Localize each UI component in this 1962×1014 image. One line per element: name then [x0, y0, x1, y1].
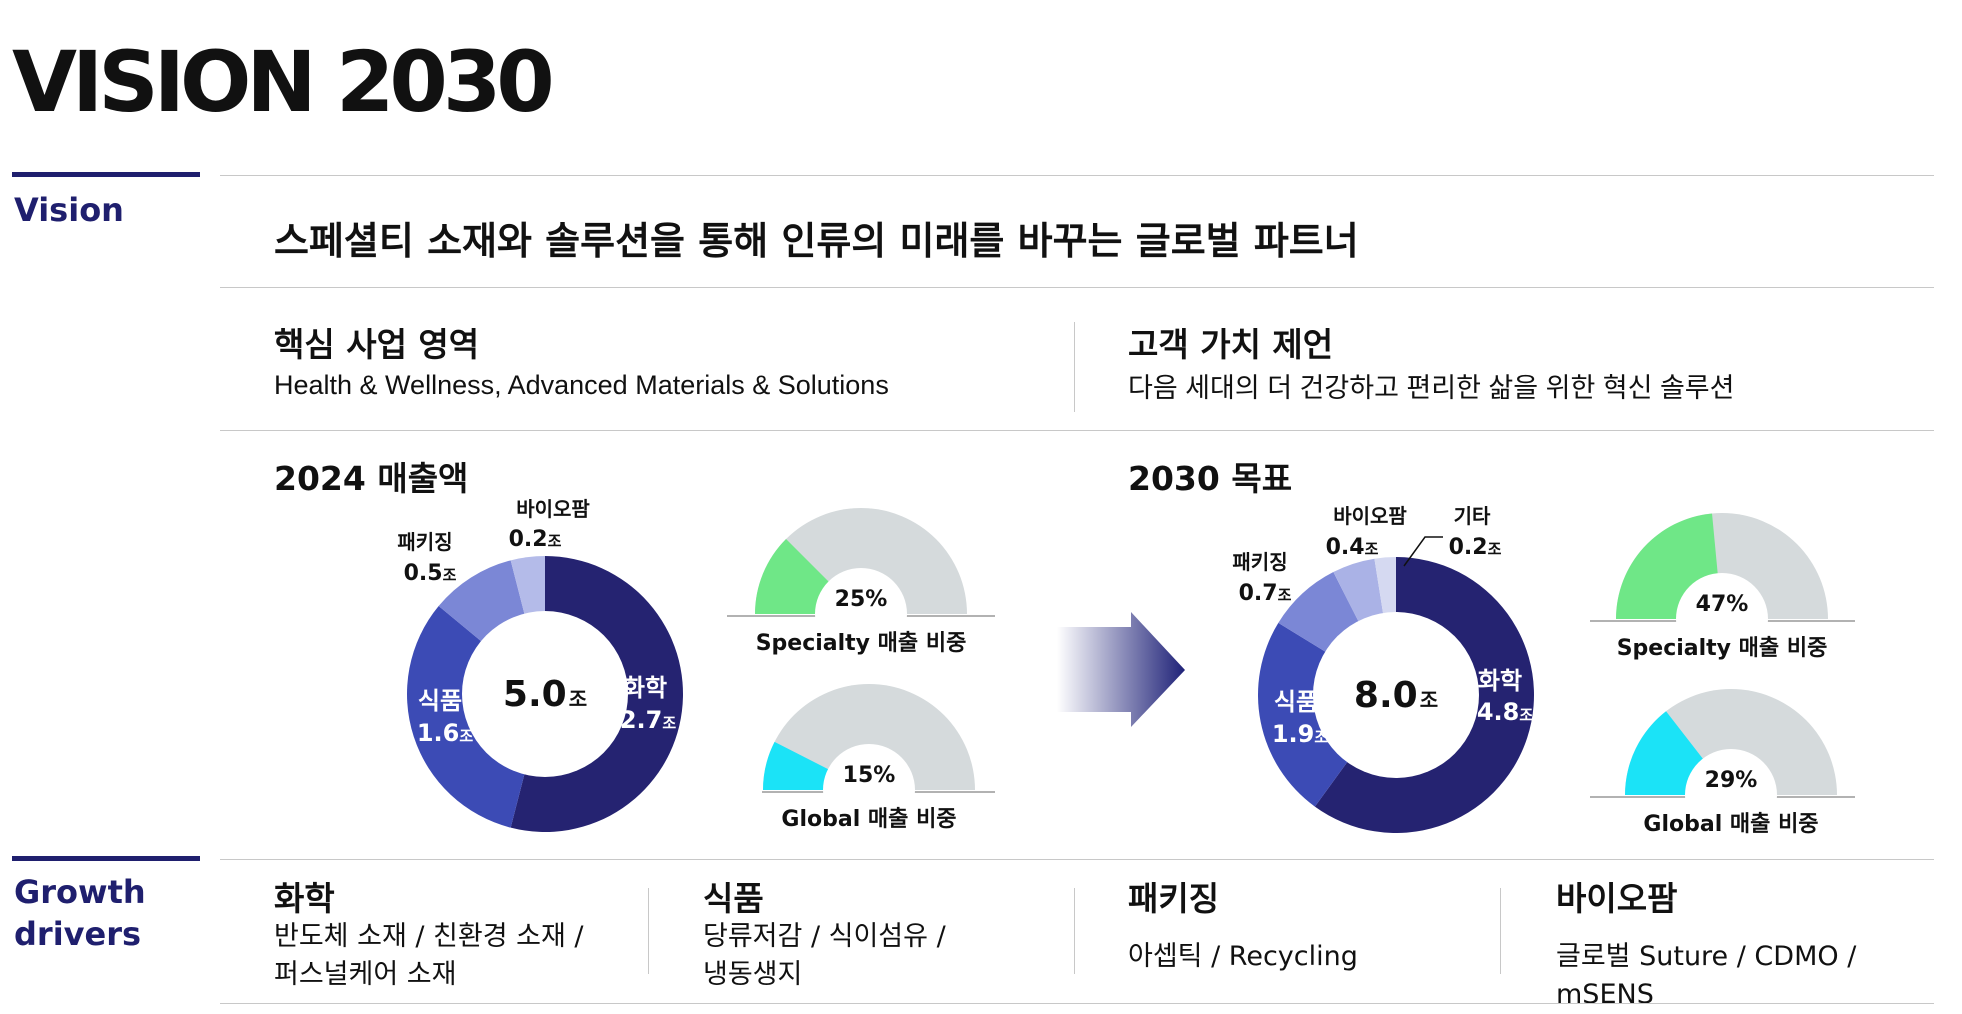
donut-2030-label-chem: 화학: [1478, 667, 1522, 695]
revenue-2024-heading: 2024 매출액: [274, 459, 469, 498]
donut-2030-label-food: 식품: [1274, 688, 1318, 716]
global-2024-label: Global 매출 비중: [781, 807, 956, 832]
driver-chem-text: 반도체 소재 / 친환경 소재 / 퍼스널케어 소재: [274, 921, 584, 990]
transition-arrow: [1057, 612, 1185, 727]
driver-food-text: 당류저감 / 식이섬유 / 냉동생지: [703, 921, 946, 990]
vision-statement: 스페셜티 소재와 솔루션을 통해 인류의 미래를 바꾸는 글로벌 파트너: [274, 219, 1359, 263]
divider: [220, 859, 1934, 860]
vision-label: Vision: [14, 191, 124, 229]
core-business-text: Health & Wellness, Advanced Materials & …: [274, 370, 889, 400]
driver-bio-heading: 바이오팜: [1556, 879, 1678, 918]
divider: [648, 888, 649, 974]
donut-2030-value-pack: 0.7조: [1239, 581, 1292, 606]
customer-value-text: 다음 세대의 더 건강하고 편리한 삶을 위한 혁신 솔루션: [1128, 373, 1735, 403]
donut-2030-value-food: 1.9조: [1272, 720, 1329, 748]
donut-2030-value-bio: 0.4조: [1326, 535, 1379, 560]
donut-2024-value-food: 1.6조: [417, 719, 474, 747]
donut-2030-value-etc: 0.2조: [1449, 535, 1502, 560]
donut-2030-total: 8.0 조: [1354, 675, 1438, 716]
divider: [220, 430, 1934, 431]
donut-2024-total: 5.0 조: [503, 674, 587, 715]
global-2030-label: Global 매출 비중: [1643, 812, 1818, 837]
donut-hole: [1313, 612, 1479, 778]
donut-2024-value-bio: 0.2조: [509, 527, 562, 552]
divider: [220, 287, 1934, 288]
accent-divider: [12, 856, 200, 861]
specialty-2024-pct: 25%: [835, 587, 888, 612]
target-2030-heading: 2030 목표: [1128, 459, 1293, 498]
divider: [220, 175, 1934, 176]
donut-2030-label-etc: 기타: [1454, 504, 1491, 528]
donut-2030-label-bio: 바이오팜: [1333, 504, 1407, 528]
driver-bio-text: 글로벌 Suture / CDMO / mSENS: [1556, 941, 1857, 1010]
donut-2024-label-bio: 바이오팜: [516, 497, 590, 521]
callout-line: [1403, 536, 1443, 567]
customer-value-heading: 고객 가치 제언: [1128, 325, 1334, 364]
page-title: VISION 2030: [12, 33, 555, 131]
divider: [1074, 322, 1075, 412]
driver-chem-heading: 화학: [274, 879, 335, 918]
divider: [220, 1003, 1934, 1004]
donut-2024-label-chem: 화학: [623, 674, 667, 702]
donut-2024-value-chem: 2.7조: [620, 706, 677, 734]
donut-2024-label-pack: 패키징: [397, 530, 452, 554]
growth-drivers-label: Growth drivers: [14, 873, 146, 953]
specialty-2030-label: Specialty 매출 비중: [1617, 636, 1828, 661]
divider: [1074, 888, 1075, 974]
driver-pack-heading: 패키징: [1128, 879, 1220, 918]
global-2030-pct: 29%: [1705, 768, 1758, 793]
accent-divider: [12, 172, 200, 177]
divider: [1500, 888, 1501, 974]
driver-pack-text: 아셉틱 / Recycling: [1128, 941, 1358, 972]
donut-2030-label-pack: 패키징: [1232, 550, 1287, 574]
donut-2030-value-chem: 4.8조: [1477, 698, 1534, 726]
donut-hole: [462, 611, 628, 777]
donut-2024-label-food: 식품: [418, 687, 462, 715]
specialty-2024-label: Specialty 매출 비중: [756, 631, 967, 656]
specialty-2030-pct: 47%: [1696, 592, 1749, 617]
core-business-heading: 핵심 사업 영역: [274, 325, 480, 364]
driver-food-heading: 식품: [703, 879, 764, 918]
donut-2024-value-pack: 0.5조: [404, 561, 457, 586]
global-2024-pct: 15%: [843, 763, 896, 788]
